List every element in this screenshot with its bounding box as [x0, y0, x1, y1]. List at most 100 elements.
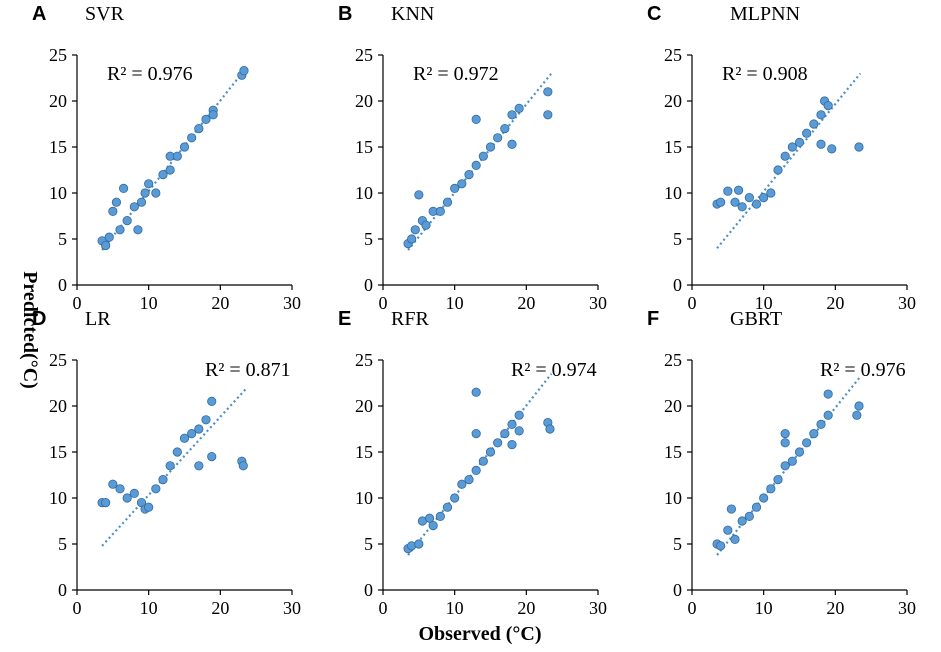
model-title: SVR — [85, 3, 125, 25]
data-point — [407, 234, 417, 244]
data-point — [239, 66, 249, 76]
panels-container: A SVR 0 5 10 15 20 25 0 10 20 30 R² = 0.976 B KNN 0 5 10 1… — [32, 3, 916, 618]
data-point — [101, 240, 111, 251]
data-point — [172, 151, 182, 161]
y-tick-label: 0 — [364, 275, 373, 295]
r-squared-label: R² = 0.976 — [107, 63, 193, 85]
y-tick-label: 15 — [664, 137, 682, 157]
data-point — [450, 493, 460, 503]
data-point — [478, 151, 488, 161]
data-point — [115, 484, 125, 494]
panel-e: E RFR 0 5 10 15 20 25 0 10 20 30 R² = 0.974 — [338, 308, 607, 618]
data-point — [435, 511, 445, 522]
data-point — [201, 415, 211, 425]
r-squared-label: R² = 0.974 — [511, 359, 597, 381]
y-tick-label: 20 — [49, 91, 67, 111]
data-point — [435, 206, 445, 216]
data-point — [730, 197, 740, 207]
y-tick-label: 10 — [355, 488, 373, 508]
data-point — [471, 114, 481, 125]
data-point — [122, 493, 132, 503]
data-point — [514, 103, 524, 113]
y-tick-label: 5 — [673, 534, 682, 554]
data-point — [545, 424, 555, 434]
data-point — [809, 428, 819, 439]
y-tick-label: 0 — [58, 580, 67, 600]
data-point — [780, 428, 790, 439]
y-tick-label: 10 — [355, 183, 373, 203]
data-point — [471, 387, 481, 397]
r-squared-label: R² = 0.972 — [413, 63, 499, 85]
data-point — [827, 144, 837, 154]
x-tick-label: 10 — [755, 293, 773, 313]
data-point — [158, 474, 168, 485]
x-tick-label: 0 — [73, 598, 82, 618]
data-point — [493, 438, 503, 448]
x-tick-label: 20 — [517, 598, 535, 618]
data-point — [108, 479, 118, 489]
trendline — [716, 72, 862, 249]
data-point — [165, 461, 175, 471]
y-tick-label: 0 — [673, 580, 682, 600]
y-tick-label: 5 — [364, 229, 373, 249]
data-point — [151, 188, 161, 198]
data-point — [421, 220, 431, 230]
x-tick-label: 30 — [589, 598, 607, 618]
y-tick-label: 0 — [364, 580, 373, 600]
data-point — [201, 114, 211, 125]
y-tick-label: 5 — [58, 229, 67, 249]
y-tick-label: 25 — [49, 350, 67, 370]
data-point — [207, 396, 217, 406]
data-point — [442, 197, 453, 207]
data-point — [101, 497, 111, 508]
x-tick-label: 20 — [211, 598, 229, 618]
data-point — [129, 202, 139, 212]
data-point — [543, 87, 553, 97]
data-point — [780, 461, 790, 471]
x-tick-label: 20 — [826, 293, 844, 313]
y-tick-label: 20 — [355, 396, 373, 416]
data-point — [780, 151, 790, 161]
panel-letter: F — [647, 308, 659, 330]
x-tick-label: 0 — [379, 293, 388, 313]
y-tick-label: 15 — [664, 442, 682, 462]
data-point — [410, 225, 420, 235]
data-point — [773, 474, 783, 485]
data-point — [414, 539, 424, 549]
panel-letter: E — [338, 308, 351, 330]
trendline — [407, 373, 553, 556]
x-tick-label: 0 — [688, 598, 697, 618]
data-point — [144, 179, 154, 189]
panel-a: A SVR 0 5 10 15 20 25 0 10 20 30 R² = 0.976 — [32, 3, 301, 313]
x-tick-label: 10 — [140, 293, 158, 313]
data-point — [414, 190, 424, 200]
data-point — [471, 428, 481, 439]
y-tick-label: 0 — [58, 275, 67, 295]
y-tick-label: 20 — [355, 91, 373, 111]
data-point — [129, 488, 139, 498]
y-tick-label: 25 — [355, 45, 373, 65]
panel-c: C MLPNN 0 5 10 15 20 25 0 10 20 30 R² = 0.908 — [647, 3, 916, 313]
data-point — [140, 188, 150, 198]
data-point — [723, 525, 733, 535]
data-point — [104, 232, 114, 242]
data-point — [464, 474, 474, 485]
x-tick-label: 0 — [379, 598, 388, 618]
x-tick-label: 20 — [211, 293, 229, 313]
data-point — [723, 186, 733, 196]
model-title: KNN — [391, 3, 434, 25]
data-point — [158, 170, 168, 180]
r-squared-label: R² = 0.908 — [722, 63, 808, 85]
data-point — [172, 447, 182, 457]
data-point — [802, 128, 812, 138]
data-point — [759, 193, 769, 203]
data-point — [122, 216, 132, 226]
data-point — [485, 447, 496, 457]
data-point — [787, 142, 797, 152]
x-tick-label: 20 — [826, 598, 844, 618]
panel-letter: B — [338, 3, 352, 25]
x-tick-label: 10 — [446, 293, 464, 313]
data-point — [478, 456, 488, 466]
y-tick-label: 10 — [49, 488, 67, 508]
